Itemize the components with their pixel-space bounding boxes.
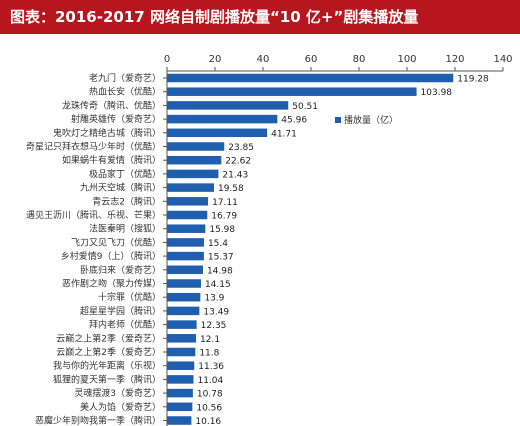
data-label: 103.98 <box>421 88 453 98</box>
bar <box>167 279 201 288</box>
data-label: 15.4 <box>208 239 228 249</box>
category-label: 卧底归来（爱奇艺） <box>80 264 161 276</box>
bar <box>167 169 219 179</box>
bar <box>167 142 225 151</box>
category-label: 狐狸的夏天第一季（腾讯） <box>53 373 161 385</box>
category-label: 恶魔少年别吻我第一季（腾讯） <box>35 415 161 426</box>
bar <box>167 265 203 275</box>
data-label: 11.04 <box>197 376 223 386</box>
x-tick-label: 20 <box>209 54 222 65</box>
bar <box>167 128 268 138</box>
bar-chart: 0 20 40 60 80 100 120 140 老九门（爱奇艺） 119.28 热血长安（优酷）… <box>26 54 513 426</box>
bar <box>167 361 195 370</box>
category-label: 美人为馅（爱奇艺） <box>80 401 161 413</box>
chart-title: 图表：2016-2017 网络自制剧播放量“10 亿+”剧集播放量 <box>10 8 419 26</box>
data-label: 12.1 <box>200 335 220 345</box>
data-label: 14.98 <box>207 266 233 276</box>
bar <box>167 388 193 398</box>
data-label: 11.36 <box>198 362 224 372</box>
data-label: 119.28 <box>457 75 489 85</box>
bar <box>167 306 200 316</box>
category-label: 灵魂摆渡3（爱奇艺） <box>74 387 161 399</box>
data-label: 16.79 <box>211 212 237 222</box>
bar <box>167 251 204 261</box>
x-tick-label: 100 <box>397 54 416 65</box>
category-label: 十宗罪（优酷） <box>98 291 161 303</box>
category-label: 拜内老师（优酷） <box>89 319 161 331</box>
bar <box>167 347 196 357</box>
category-label: 恶作剧之吻（聚力传媒） <box>62 278 161 290</box>
x-tick-label: 0 <box>164 54 170 65</box>
title-bar: 图表：2016-2017 网络自制剧播放量“10 亿+”剧集播放量 <box>0 0 520 34</box>
x-tick-label: 60 <box>305 54 318 65</box>
category-label: 云巅之上第2季（爱奇艺） <box>56 346 161 358</box>
category-label: 遇见王沥川（腾讯、乐视、芒果） <box>26 209 161 221</box>
x-tick-label: 120 <box>445 54 464 65</box>
bar <box>167 197 209 206</box>
data-label: 14.15 <box>205 280 231 290</box>
bar <box>167 210 208 220</box>
bar <box>167 114 278 124</box>
bar <box>167 292 201 302</box>
data-label: 50.51 <box>292 102 318 112</box>
data-label: 45.96 <box>281 116 307 126</box>
category-label: 飞刀又见飞刀（优酷） <box>71 236 161 248</box>
data-label: 10.56 <box>196 403 222 413</box>
data-label: 13.49 <box>203 307 229 317</box>
data-label: 15.98 <box>209 225 235 235</box>
x-tick-label: 40 <box>257 54 270 65</box>
category-label: 龙珠传奇（腾讯、优酷） <box>62 99 161 111</box>
category-label: 法医秦明（搜狐） <box>89 223 161 235</box>
category-label: 奇星记只拜衣想马少年时（优酷） <box>26 141 161 153</box>
data-label: 13.9 <box>204 294 224 304</box>
data-label: 22.62 <box>225 157 251 167</box>
data-label: 21.43 <box>222 170 248 180</box>
data-label: 41.71 <box>271 129 297 139</box>
category-label: 我与你的光年距离（乐视） <box>53 360 161 372</box>
data-label: 17.11 <box>212 198 238 208</box>
legend-label: 播放量（亿） <box>344 114 398 126</box>
bar <box>167 375 194 384</box>
data-label: 19.58 <box>218 184 244 194</box>
bar <box>167 402 193 412</box>
bar <box>167 87 417 96</box>
bar <box>167 155 222 165</box>
data-label: 23.85 <box>228 143 254 153</box>
category-label: 超星星学园（腾讯） <box>80 305 161 317</box>
category-label: 极品家丁（优酷） <box>89 168 161 180</box>
data-label: 15.37 <box>208 253 234 263</box>
bar <box>167 73 454 83</box>
bar <box>167 416 192 425</box>
category-label: 老九门（爱奇艺） <box>89 72 161 84</box>
category-label: 如果蜗牛有爱情（腾讯） <box>62 154 161 166</box>
data-label: 11.8 <box>199 349 219 359</box>
bar <box>167 334 197 343</box>
data-label: 10.78 <box>197 390 223 400</box>
category-label: 乡村爱情9（上）（腾讯） <box>61 250 161 262</box>
category-label: 射雕英雄传（爱奇艺） <box>71 113 161 125</box>
bar <box>167 224 206 233</box>
category-label: 青云志2（腾讯） <box>92 195 161 207</box>
category-label: 热血长安（优酷） <box>89 86 161 98</box>
bar <box>167 101 289 110</box>
legend-swatch <box>335 117 341 123</box>
data-label: 10.16 <box>195 417 221 426</box>
data-label: 12.35 <box>201 321 227 331</box>
x-tick-label: 140 <box>493 54 512 65</box>
bar <box>167 320 197 329</box>
bar <box>167 183 214 192</box>
bar <box>167 238 204 247</box>
x-tick-label: 80 <box>353 54 366 65</box>
category-label: 鬼吹灯之精绝古城（腾讯） <box>53 127 161 139</box>
category-label: 九州天空城（腾讯） <box>80 182 161 194</box>
category-label: 云巅之上第2季（爱奇艺） <box>56 332 161 344</box>
